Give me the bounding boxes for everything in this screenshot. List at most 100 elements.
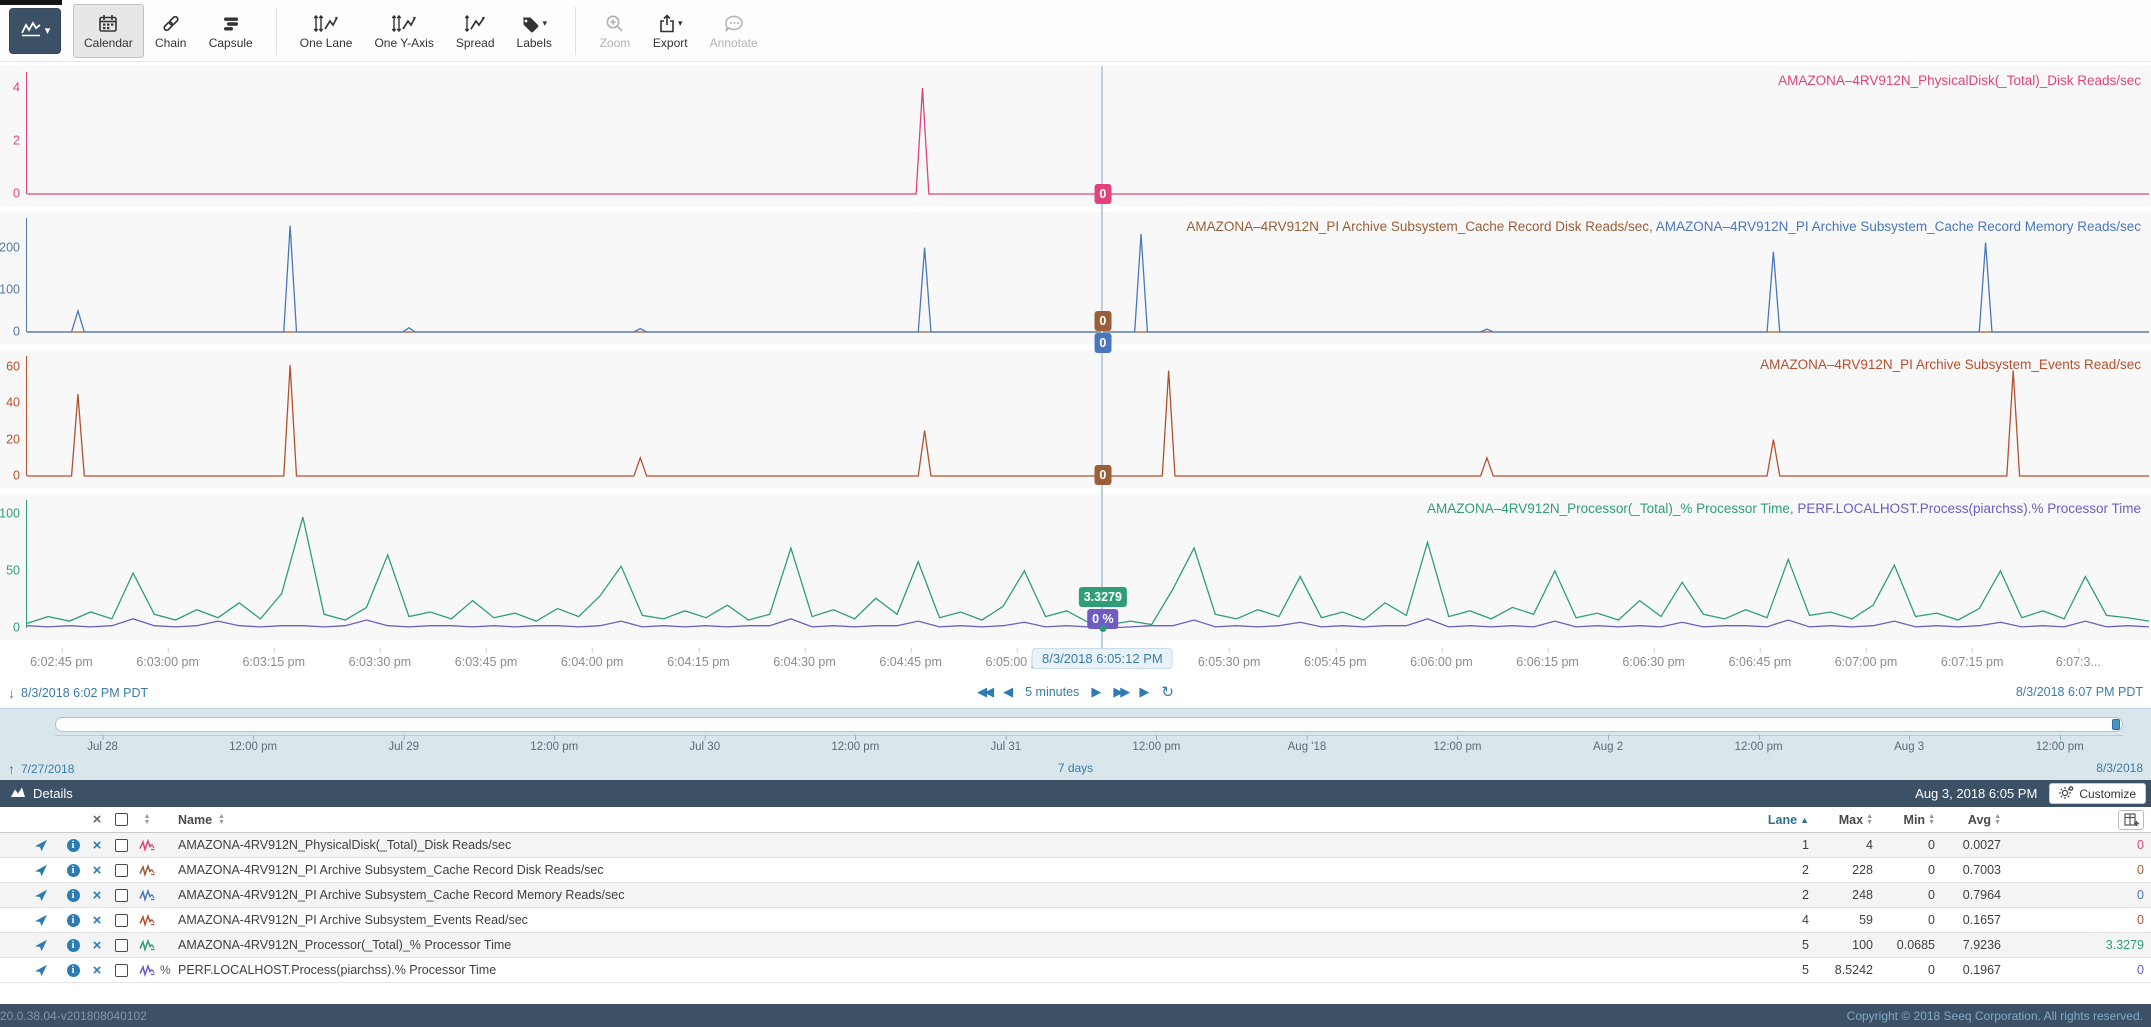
send-icon[interactable]: [22, 964, 60, 977]
table-row[interactable]: i × AMAZONA-4RV912N_Processor(_Total)_% Pr…: [0, 933, 2151, 958]
send-icon[interactable]: [22, 914, 60, 927]
toolbar-button-capsule[interactable]: Capsule: [198, 4, 264, 58]
remove-icon[interactable]: ×: [92, 887, 102, 903]
info-icon[interactable]: i: [60, 913, 86, 927]
add-column-button[interactable]: [2118, 809, 2144, 830]
column-header-min[interactable]: Min ▲ ▼: [1903, 812, 1935, 827]
one-lane-icon: [313, 13, 339, 33]
send-icon[interactable]: [22, 839, 60, 852]
calendar-icon: [98, 13, 118, 33]
y-axis-tick: 0: [13, 468, 20, 483]
toolbar-button-one-y-axis[interactable]: One Y-Axis: [363, 4, 444, 58]
lane-series-label: AMAZONA–4RV912N_PI Archive Subsystem_Cac…: [1186, 219, 2141, 234]
range-end-label[interactable]: 8/3/2018 6:07 PM PDT: [2015, 685, 2143, 699]
timeline-end-label[interactable]: 8/3/2018: [2096, 761, 2143, 775]
lane-cell: 1: [1802, 838, 1809, 852]
row-checkbox[interactable]: [114, 838, 128, 852]
x-axis-tick: 6:04:00 pm: [560, 648, 624, 669]
trend-footer: ↓ 8/3/2018 6:02 PM PDT ◀◀ ◀ 5 minutes ▶ …: [0, 682, 2151, 708]
item-name[interactable]: PERF.LOCALHOST.Process(piarchss).% Proce…: [178, 963, 497, 977]
info-icon[interactable]: i: [60, 838, 86, 852]
duration-label[interactable]: 5 minutes: [1025, 685, 1080, 699]
avg-cell: 0.1967: [1962, 963, 2001, 977]
remove-icon[interactable]: ×: [92, 962, 102, 978]
info-icon[interactable]: i: [60, 938, 86, 952]
timeline-tick: Jul 30: [689, 735, 721, 753]
step-forward-fast-button[interactable]: ▶▶: [1113, 684, 1130, 699]
toolbar-button-labels[interactable]: ▾ Labels: [506, 4, 563, 58]
timeline-selection-handle[interactable]: [2112, 719, 2120, 730]
details-table-body: i × AMAZONA-4RV912N_PhysicalDisk(_Total)_D…: [0, 833, 2151, 983]
table-row[interactable]: i × AMAZONA-4RV912N_PI Archive Subsystem_C…: [0, 858, 2151, 883]
y-axis-tick: 100: [0, 506, 20, 521]
step-back-button[interactable]: ◀: [1003, 684, 1014, 699]
trend-lane-4: 100 50 0 3.3279 0 % AMAZONA–4RV912N_Process…: [0, 494, 2151, 640]
timeline-range-bar[interactable]: [55, 717, 2123, 732]
toolbar-button-one-lane[interactable]: One Lane: [289, 4, 364, 58]
remove-icon[interactable]: ×: [92, 912, 102, 928]
step-to-end-button[interactable]: ▶: [1139, 684, 1150, 699]
item-name[interactable]: AMAZONA-4RV912N_Processor(_Total)_% Proc…: [178, 938, 512, 952]
item-name[interactable]: AMAZONA-4RV912N_PI Archive Subsystem_Cac…: [178, 863, 604, 877]
refresh-icon[interactable]: ↻: [1161, 684, 1174, 701]
y-axis-tick: 40: [6, 395, 20, 410]
item-name[interactable]: AMAZONA-4RV912N_PhysicalDisk(_Total)_Dis…: [178, 838, 512, 852]
copyright-label: Copyright © 2018 Seeq Corporation. All r…: [1846, 1008, 2143, 1023]
max-cell: 4: [1866, 838, 1873, 852]
table-row[interactable]: i ×% PERF.LOCALHOST.Process(piarchss).% Pr…: [0, 958, 2151, 983]
toolbar: ▾ Calendar Chain Capsule One Lane One Y-Axis…: [0, 0, 2151, 62]
window-corner: [0, 0, 62, 5]
send-icon[interactable]: [22, 864, 60, 877]
table-row[interactable]: i × AMAZONA-4RV912N_PhysicalDisk(_Total)_D…: [0, 833, 2151, 858]
column-header-max[interactable]: Max ▲ ▼: [1838, 812, 1873, 827]
timeline-duration-label[interactable]: 7 days: [1057, 761, 1094, 775]
send-icon[interactable]: [22, 889, 60, 902]
info-icon[interactable]: i: [60, 963, 86, 977]
details-timestamp: Aug 3, 2018 6:05 PM: [1915, 786, 2038, 801]
row-checkbox[interactable]: [114, 863, 128, 877]
table-row[interactable]: i × AMAZONA-4RV912N_PI Archive Subsystem_E…: [0, 908, 2151, 933]
cursor-value-badge: 0: [1094, 465, 1112, 485]
avg-cell: 0.7003: [1962, 863, 2001, 877]
select-all-checkbox[interactable]: [114, 813, 128, 826]
info-icon[interactable]: i: [60, 888, 86, 902]
item-name[interactable]: AMAZONA-4RV912N_PI Archive Subsystem_Eve…: [178, 913, 528, 927]
trend-view-dropdown-button[interactable]: ▾: [9, 7, 61, 54]
toolbar-button-spread[interactable]: Spread: [445, 4, 506, 58]
x-axis-tick: 6:05:45 pm: [1303, 648, 1367, 669]
column-header-name[interactable]: Name ▲ ▼: [178, 812, 225, 827]
lane-series-label: AMAZONA–4RV912N_PI Archive Subsystem_Eve…: [1760, 357, 2141, 372]
row-checkbox[interactable]: [114, 938, 128, 952]
column-header-lane[interactable]: Lane ▲: [1767, 812, 1809, 827]
lane-cell: 2: [1802, 888, 1809, 902]
info-icon[interactable]: i: [60, 863, 86, 877]
table-row[interactable]: i × AMAZONA-4RV912N_PI Archive Subsystem_C…: [0, 883, 2151, 908]
details-table-header: × ▲ ▼ Name ▲ ▼ Lane ▲ Max ▲ ▼ Min ▲ ▼ Avg ▲ ▼: [0, 807, 2151, 833]
send-icon[interactable]: [22, 939, 60, 952]
chevron-down-icon: ▾: [677, 17, 683, 28]
lane-cell: 5: [1802, 938, 1809, 952]
spread-icon: [464, 13, 486, 33]
cursor-value-badge: 3.3279: [1078, 587, 1127, 607]
row-checkbox[interactable]: [114, 888, 128, 902]
range-start[interactable]: ↓ 8/3/2018 6:02 PM PDT: [8, 685, 148, 701]
step-forward-button[interactable]: ▶: [1091, 684, 1102, 699]
customize-button[interactable]: Customize: [2049, 783, 2146, 804]
lane-series-label: AMAZONA–4RV912N_PhysicalDisk(_Total)_Dis…: [1778, 73, 2141, 88]
row-checkbox[interactable]: [114, 963, 128, 977]
toolbar-button-chain[interactable]: Chain: [144, 4, 198, 58]
avg-cell: 7.9236: [1962, 938, 2001, 952]
remove-all-icon[interactable]: ×: [92, 812, 102, 827]
item-name[interactable]: AMAZONA-4RV912N_PI Archive Subsystem_Cac…: [178, 888, 625, 902]
sort-type-icon[interactable]: ▲ ▼: [143, 813, 151, 826]
remove-icon[interactable]: ×: [92, 937, 102, 953]
step-back-fast-button[interactable]: ◀◀: [977, 684, 994, 699]
toolbar-button-calendar[interactable]: Calendar: [73, 3, 144, 58]
timeline-start[interactable]: ↑ 7/27/2018: [8, 761, 74, 777]
column-header-avg[interactable]: Avg ▲ ▼: [1967, 812, 2001, 827]
remove-icon[interactable]: ×: [92, 837, 102, 853]
chevron-down-icon: ▾: [44, 25, 51, 37]
row-checkbox[interactable]: [114, 913, 128, 927]
toolbar-button-export[interactable]: ▾ Export: [642, 4, 699, 58]
remove-icon[interactable]: ×: [92, 862, 102, 878]
